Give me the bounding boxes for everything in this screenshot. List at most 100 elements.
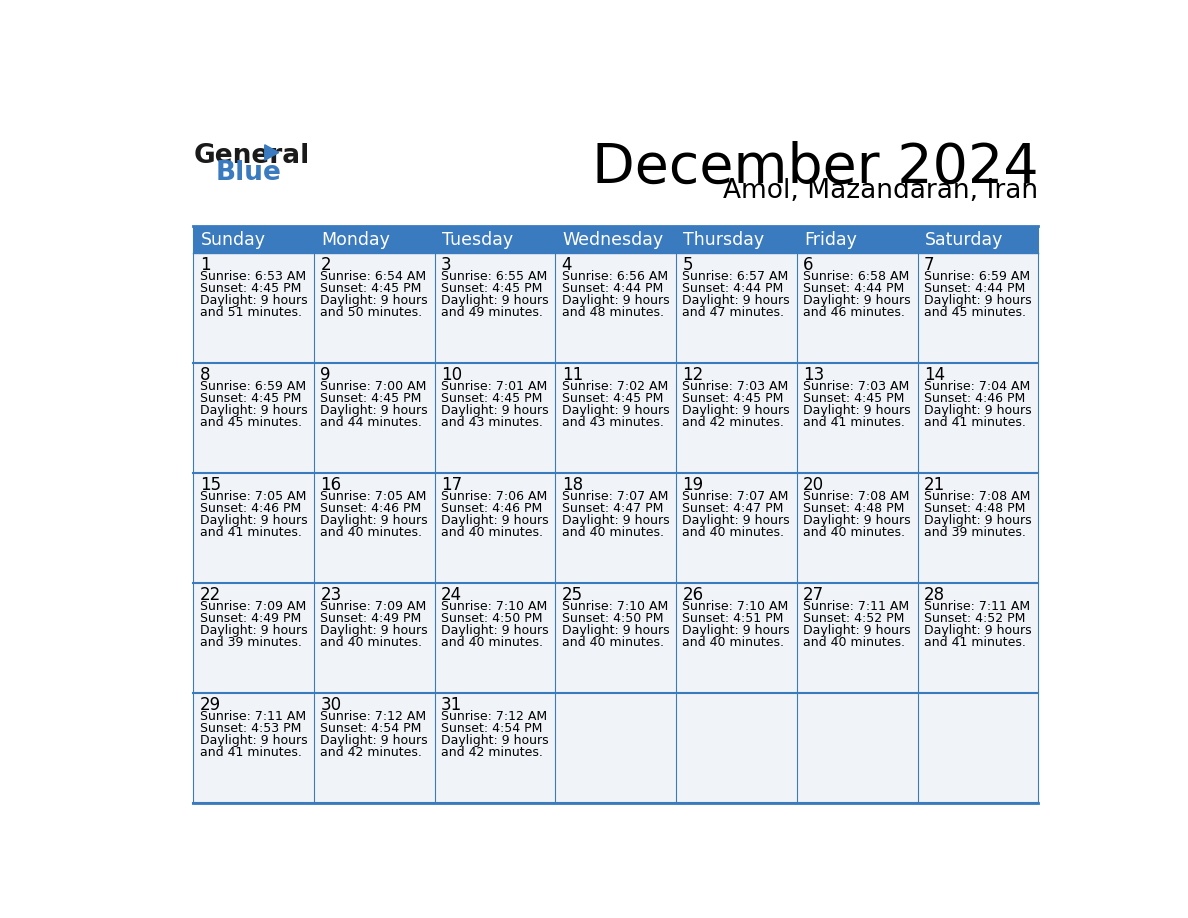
Bar <box>797 253 917 364</box>
Text: Sunset: 4:49 PM: Sunset: 4:49 PM <box>200 612 301 625</box>
Text: 31: 31 <box>441 696 462 714</box>
Text: Sunset: 4:45 PM: Sunset: 4:45 PM <box>562 392 663 405</box>
Text: and 41 minutes.: and 41 minutes. <box>200 526 302 539</box>
Bar <box>435 253 556 364</box>
Bar <box>797 474 917 583</box>
Text: 30: 30 <box>321 696 341 714</box>
Text: 3: 3 <box>441 256 451 274</box>
Text: Saturday: Saturday <box>924 230 1003 249</box>
Text: Sunrise: 6:53 AM: Sunrise: 6:53 AM <box>200 270 305 284</box>
Text: Daylight: 9 hours: Daylight: 9 hours <box>562 514 669 527</box>
Text: and 39 minutes.: and 39 minutes. <box>200 636 302 649</box>
Bar <box>676 253 797 364</box>
Bar <box>797 226 917 253</box>
Text: Sunset: 4:45 PM: Sunset: 4:45 PM <box>803 392 904 405</box>
Text: 20: 20 <box>803 476 824 495</box>
Text: Sunrise: 7:09 AM: Sunrise: 7:09 AM <box>321 600 426 613</box>
Text: Sunset: 4:54 PM: Sunset: 4:54 PM <box>321 722 422 735</box>
Text: Sunrise: 7:00 AM: Sunrise: 7:00 AM <box>321 380 426 393</box>
Text: 9: 9 <box>321 366 330 385</box>
Text: and 41 minutes.: and 41 minutes. <box>924 636 1025 649</box>
Text: Sunset: 4:45 PM: Sunset: 4:45 PM <box>200 282 301 296</box>
Text: and 41 minutes.: and 41 minutes. <box>803 416 905 429</box>
Text: and 39 minutes.: and 39 minutes. <box>924 526 1025 539</box>
Text: 5: 5 <box>682 256 693 274</box>
Text: Sunset: 4:46 PM: Sunset: 4:46 PM <box>321 502 422 515</box>
Text: 25: 25 <box>562 587 583 604</box>
Text: Sunset: 4:49 PM: Sunset: 4:49 PM <box>321 612 422 625</box>
Text: Sunrise: 7:03 AM: Sunrise: 7:03 AM <box>682 380 789 393</box>
Text: Sunset: 4:47 PM: Sunset: 4:47 PM <box>562 502 663 515</box>
Text: Daylight: 9 hours: Daylight: 9 hours <box>321 404 428 417</box>
Text: Sunset: 4:46 PM: Sunset: 4:46 PM <box>441 502 542 515</box>
Text: Sunset: 4:47 PM: Sunset: 4:47 PM <box>682 502 784 515</box>
Text: and 40 minutes.: and 40 minutes. <box>803 636 905 649</box>
Text: and 40 minutes.: and 40 minutes. <box>321 636 422 649</box>
Bar <box>676 693 797 803</box>
Bar <box>435 226 556 253</box>
Text: Daylight: 9 hours: Daylight: 9 hours <box>562 294 669 308</box>
Bar <box>556 583 676 693</box>
Text: Sunset: 4:45 PM: Sunset: 4:45 PM <box>321 392 422 405</box>
Text: Sunrise: 7:04 AM: Sunrise: 7:04 AM <box>924 380 1030 393</box>
Text: and 40 minutes.: and 40 minutes. <box>441 526 543 539</box>
Text: Sunset: 4:48 PM: Sunset: 4:48 PM <box>803 502 904 515</box>
Text: 1: 1 <box>200 256 210 274</box>
Text: and 40 minutes.: and 40 minutes. <box>803 526 905 539</box>
Text: and 40 minutes.: and 40 minutes. <box>441 636 543 649</box>
Bar <box>556 693 676 803</box>
Bar <box>797 364 917 474</box>
Text: Sunrise: 6:55 AM: Sunrise: 6:55 AM <box>441 270 548 284</box>
Text: Friday: Friday <box>804 230 857 249</box>
Text: Sunset: 4:45 PM: Sunset: 4:45 PM <box>321 282 422 296</box>
Text: Sunset: 4:45 PM: Sunset: 4:45 PM <box>682 392 784 405</box>
Text: 28: 28 <box>924 587 944 604</box>
Text: Daylight: 9 hours: Daylight: 9 hours <box>321 514 428 527</box>
Bar <box>435 583 556 693</box>
Bar <box>435 693 556 803</box>
Bar <box>676 583 797 693</box>
Text: Sunrise: 7:02 AM: Sunrise: 7:02 AM <box>562 380 668 393</box>
Text: and 50 minutes.: and 50 minutes. <box>321 306 423 319</box>
Text: 24: 24 <box>441 587 462 604</box>
Text: Sunset: 4:52 PM: Sunset: 4:52 PM <box>924 612 1025 625</box>
Text: Sunrise: 7:03 AM: Sunrise: 7:03 AM <box>803 380 909 393</box>
Bar <box>194 226 314 253</box>
Text: Sunset: 4:48 PM: Sunset: 4:48 PM <box>924 502 1025 515</box>
Text: 7: 7 <box>924 256 934 274</box>
Text: Sunrise: 7:07 AM: Sunrise: 7:07 AM <box>562 490 668 503</box>
Bar <box>676 474 797 583</box>
Text: Daylight: 9 hours: Daylight: 9 hours <box>200 734 308 747</box>
Text: Sunrise: 6:59 AM: Sunrise: 6:59 AM <box>200 380 305 393</box>
Text: and 40 minutes.: and 40 minutes. <box>562 636 664 649</box>
Text: Sunset: 4:44 PM: Sunset: 4:44 PM <box>803 282 904 296</box>
Bar <box>797 583 917 693</box>
Text: 19: 19 <box>682 476 703 495</box>
Bar <box>194 364 314 474</box>
Text: General: General <box>194 143 310 169</box>
Text: Daylight: 9 hours: Daylight: 9 hours <box>562 404 669 417</box>
Text: Sunrise: 7:09 AM: Sunrise: 7:09 AM <box>200 600 305 613</box>
Text: Sunrise: 7:11 AM: Sunrise: 7:11 AM <box>924 600 1030 613</box>
Text: Sunrise: 7:11 AM: Sunrise: 7:11 AM <box>200 711 305 723</box>
Bar <box>435 364 556 474</box>
Text: Sunset: 4:50 PM: Sunset: 4:50 PM <box>562 612 663 625</box>
Text: and 40 minutes.: and 40 minutes. <box>562 526 664 539</box>
Text: and 49 minutes.: and 49 minutes. <box>441 306 543 319</box>
Text: Sunrise: 7:07 AM: Sunrise: 7:07 AM <box>682 490 789 503</box>
Text: Daylight: 9 hours: Daylight: 9 hours <box>682 514 790 527</box>
Text: Daylight: 9 hours: Daylight: 9 hours <box>803 294 911 308</box>
Text: Sunrise: 7:12 AM: Sunrise: 7:12 AM <box>441 711 548 723</box>
Text: Sunday: Sunday <box>201 230 265 249</box>
Polygon shape <box>265 145 279 161</box>
Text: and 48 minutes.: and 48 minutes. <box>562 306 664 319</box>
Text: Daylight: 9 hours: Daylight: 9 hours <box>924 294 1031 308</box>
Bar <box>797 693 917 803</box>
Text: Daylight: 9 hours: Daylight: 9 hours <box>200 624 308 637</box>
Text: 22: 22 <box>200 587 221 604</box>
Text: Daylight: 9 hours: Daylight: 9 hours <box>924 624 1031 637</box>
Text: 29: 29 <box>200 696 221 714</box>
Bar <box>435 474 556 583</box>
Text: Sunset: 4:45 PM: Sunset: 4:45 PM <box>441 392 543 405</box>
Text: and 42 minutes.: and 42 minutes. <box>321 746 422 759</box>
